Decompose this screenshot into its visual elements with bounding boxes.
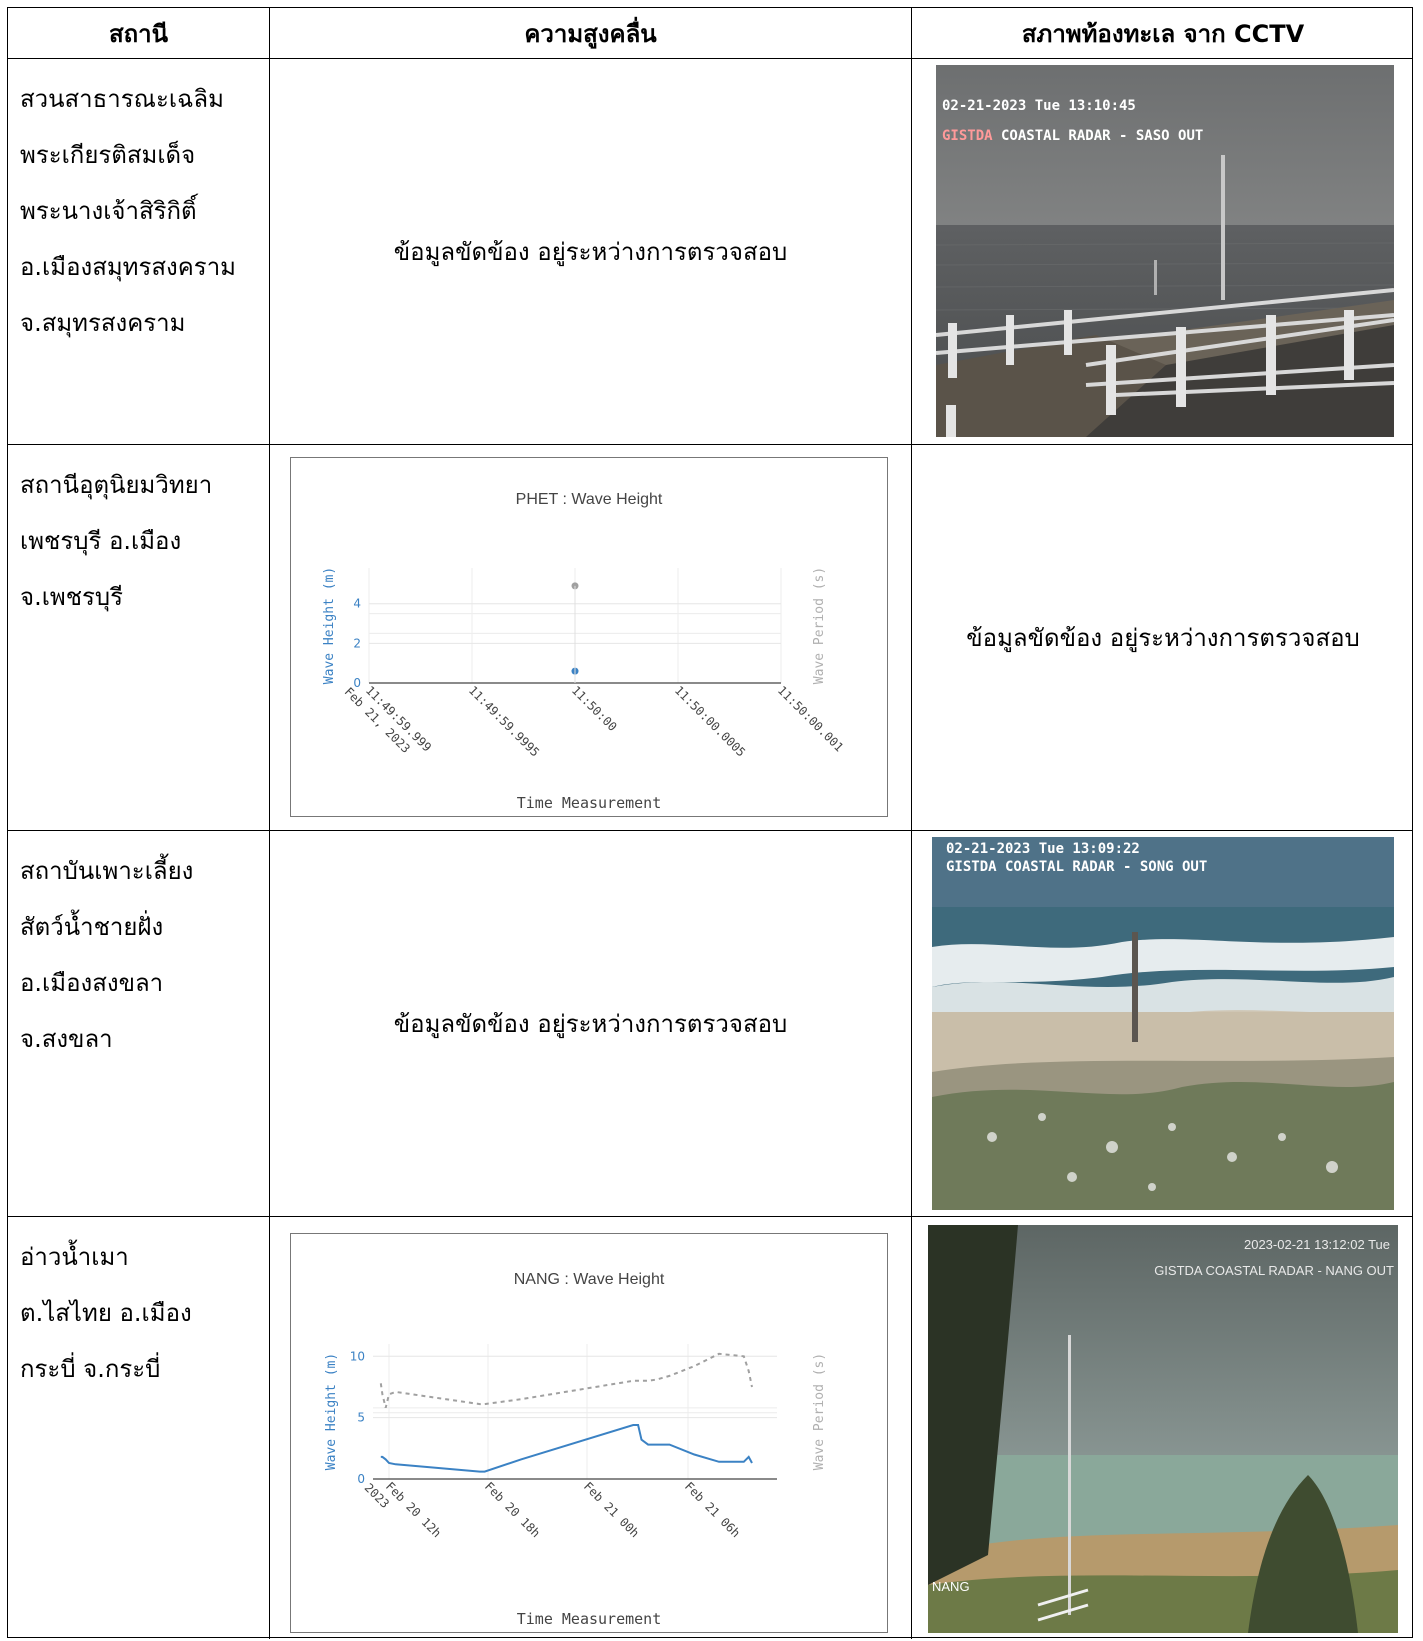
y-tick-label: 0	[357, 1472, 365, 1486]
x-tick-group: 11:50:00.001	[775, 683, 846, 754]
cctv-label: GISTDA COASTAL RADAR - SASO OUT	[942, 128, 1203, 144]
cctv-label-prefix: GISTDA	[942, 128, 993, 144]
cctv-image-saso: 02-21-2023 Tue 13:10:45 GISTDA COASTAL R…	[936, 65, 1394, 438]
wave-status-table: สถานี ความสูงคลื่น สภาพท้องทะเล จาก CCTV…	[7, 7, 1413, 1639]
y-tick-label: 0	[353, 676, 361, 690]
station-line: เพชรบุรี อ.เมือง	[20, 527, 182, 555]
cctv-cell: 2023-02-21 13:12:02 Tue GISTDA COASTAL R…	[912, 1217, 1414, 1639]
station-name: สถาบันเพาะเลี้ยง สัตว์น้ำชายฝั่ง อ.เมือง…	[8, 831, 270, 1216]
x-tick-label: Feb 21 06h	[682, 1479, 743, 1540]
station-name: สวนสาธารณะเฉลิม พระเกียรติสมเด็จ พระนางเ…	[8, 59, 270, 444]
station-line: จ.สมุทรสงคราม	[20, 309, 186, 337]
station-line: อ.เมืองสมุทรสงคราม	[20, 253, 236, 281]
phet-wave-chart-svg: PHET : Wave Height 0 2 4 Wave Height (m) Wave…	[322, 491, 846, 812]
table-row: สวนสาธารณะเฉลิม พระเกียรติสมเด็จ พระนางเ…	[8, 59, 1412, 445]
cctv-pending: ข้อมูลขัดข้อง อยู่ระหว่างการตรวจสอบ	[966, 624, 1360, 652]
phet-wave-chart: PHET : Wave Height 0 2 4 Wave Height (m) Wave…	[290, 457, 888, 817]
wave-data-pending: ข้อมูลขัดข้อง อยู่ระหว่างการตรวจสอบ	[270, 59, 912, 444]
x-tick-group: 11:50:00.0005	[672, 683, 748, 759]
station-line: พระนางเจ้าสิริกิติ์	[20, 197, 197, 225]
cctv-cell: 02-21-2023 Tue 13:09:22 GISTDA COASTAL R…	[912, 831, 1414, 1216]
series-line-wave-height	[380, 1424, 753, 1473]
chart-title: NANG : Wave Height	[514, 1271, 665, 1288]
y2-axis-label: Wave Period (s)	[812, 567, 827, 684]
station-line: จ.เพชรบุรี	[20, 583, 124, 611]
x-tick-label: 11:49:59.9995	[466, 683, 542, 759]
station-line: สถานีอุตุนิยมวิทยา	[20, 471, 213, 499]
wave-chart-cell: PHET : Wave Height 0 2 4 Wave Height (m) Wave…	[270, 445, 912, 830]
chart-title: PHET : Wave Height	[516, 491, 663, 508]
x-tick-label: 11:50:00.0005	[672, 683, 748, 759]
cctv-timestamp: 02-21-2023 Tue 13:10:45	[942, 98, 1136, 114]
table-header-row: สถานี ความสูงคลื่น สภาพท้องทะเล จาก CCTV	[8, 8, 1412, 59]
nang-wave-chart-svg: NANG : Wave Height 0 5 10 Wave Height (m) Wav…	[324, 1271, 827, 1628]
cctv-timestamp: 2023-02-21 13:12:02 Tue	[1244, 1237, 1390, 1252]
station-line: กระบี่ จ.กระบี่	[20, 1355, 161, 1383]
wave-chart-cell: NANG : Wave Height 0 5 10 Wave Height (m) Wav…	[270, 1217, 912, 1639]
x-tick-group: Feb 21 06h	[682, 1479, 743, 1540]
header-cctv: สภาพท้องทะเล จาก CCTV	[1021, 19, 1305, 48]
x-tick-group: 11:49:59.9995	[466, 683, 542, 759]
x-tick-group: Feb 21 00h	[581, 1479, 642, 1540]
x-tick-group: 11:50:00	[569, 683, 620, 734]
header-station: สถานี	[8, 8, 270, 58]
station-name: สถานีอุตุนิยมวิทยา เพชรบุรี อ.เมือง จ.เพ…	[8, 445, 270, 830]
header-wave-height: ความสูงคลื่น	[270, 8, 912, 58]
wave-data-pending: ข้อมูลขัดข้อง อยู่ระหว่างการตรวจสอบ	[270, 831, 912, 1216]
x-tick-label: Feb 21 00h	[581, 1479, 642, 1540]
cctv-corner-label: NANG	[932, 1579, 970, 1594]
cctv-label: GISTDA COASTAL RADAR - SONG OUT	[946, 859, 1207, 875]
station-line: สัตว์น้ำชายฝั่ง	[20, 913, 164, 941]
y2-axis-label: Wave Period (s)	[812, 1353, 827, 1470]
x-axis-label: Time Measurement	[517, 794, 662, 812]
cctv-cell: 02-21-2023 Tue 13:10:45 GISTDA COASTAL R…	[912, 59, 1414, 444]
station-line: จ.สงขลา	[20, 1025, 113, 1053]
y-tick-label: 10	[350, 1349, 365, 1363]
y-tick-label: 2	[353, 636, 361, 650]
station-line: สวนสาธารณะเฉลิม	[20, 85, 224, 113]
station-line: สถาบันเพาะเลี้ยง	[20, 857, 194, 885]
x-tick-label: Feb 20 12h	[383, 1479, 444, 1540]
series-line-wave-period	[379, 1352, 753, 1409]
x-tick-label: 11:50:00	[569, 683, 620, 734]
y-tick-label: 5	[357, 1411, 365, 1425]
nang-wave-chart: NANG : Wave Height 0 5 10 Wave Height (m) Wav…	[290, 1233, 888, 1633]
station-name: อ่าวน้ำเมา ต.ไสไทย อ.เมือง กระบี่ จ.กระบ…	[8, 1217, 270, 1639]
station-line: อ.เมืองสงขลา	[20, 969, 164, 997]
x-tick-group: Feb 20 18h	[482, 1479, 543, 1540]
y-axis-label: Wave Height (m)	[324, 1353, 339, 1470]
station-line: อ่าวน้ำเมา	[20, 1243, 129, 1271]
y-tick-label: 4	[353, 597, 361, 611]
cctv-timestamp: 02-21-2023 Tue 13:09:22	[946, 841, 1140, 857]
x-tick-label: 11:50:00.001	[775, 683, 846, 754]
cctv-label: GISTDA COASTAL RADAR - NANG OUT	[1154, 1263, 1394, 1278]
table-row: สถาบันเพาะเลี้ยง สัตว์น้ำชายฝั่ง อ.เมือง…	[8, 831, 1412, 1217]
station-line: ต.ไสไทย อ.เมือง	[20, 1299, 192, 1327]
y-axis-label: Wave Height (m)	[322, 567, 337, 684]
cctv-label-rest: COASTAL RADAR - SASO OUT	[993, 128, 1204, 144]
table-row: สถานีอุตุนิยมวิทยา เพชรบุรี อ.เมือง จ.เพ…	[8, 445, 1412, 831]
x-tick-label: Feb 20 18h	[482, 1479, 543, 1540]
x-axis-label: Time Measurement	[517, 1610, 662, 1628]
station-line: พระเกียรติสมเด็จ	[20, 141, 196, 169]
cctv-image-nang: 2023-02-21 13:12:02 Tue GISTDA COASTAL R…	[928, 1225, 1398, 1633]
table-row: อ่าวน้ำเมา ต.ไสไทย อ.เมือง กระบี่ จ.กระบ…	[8, 1217, 1412, 1639]
cctv-image-song: 02-21-2023 Tue 13:09:22 GISTDA COASTAL R…	[932, 837, 1394, 1210]
